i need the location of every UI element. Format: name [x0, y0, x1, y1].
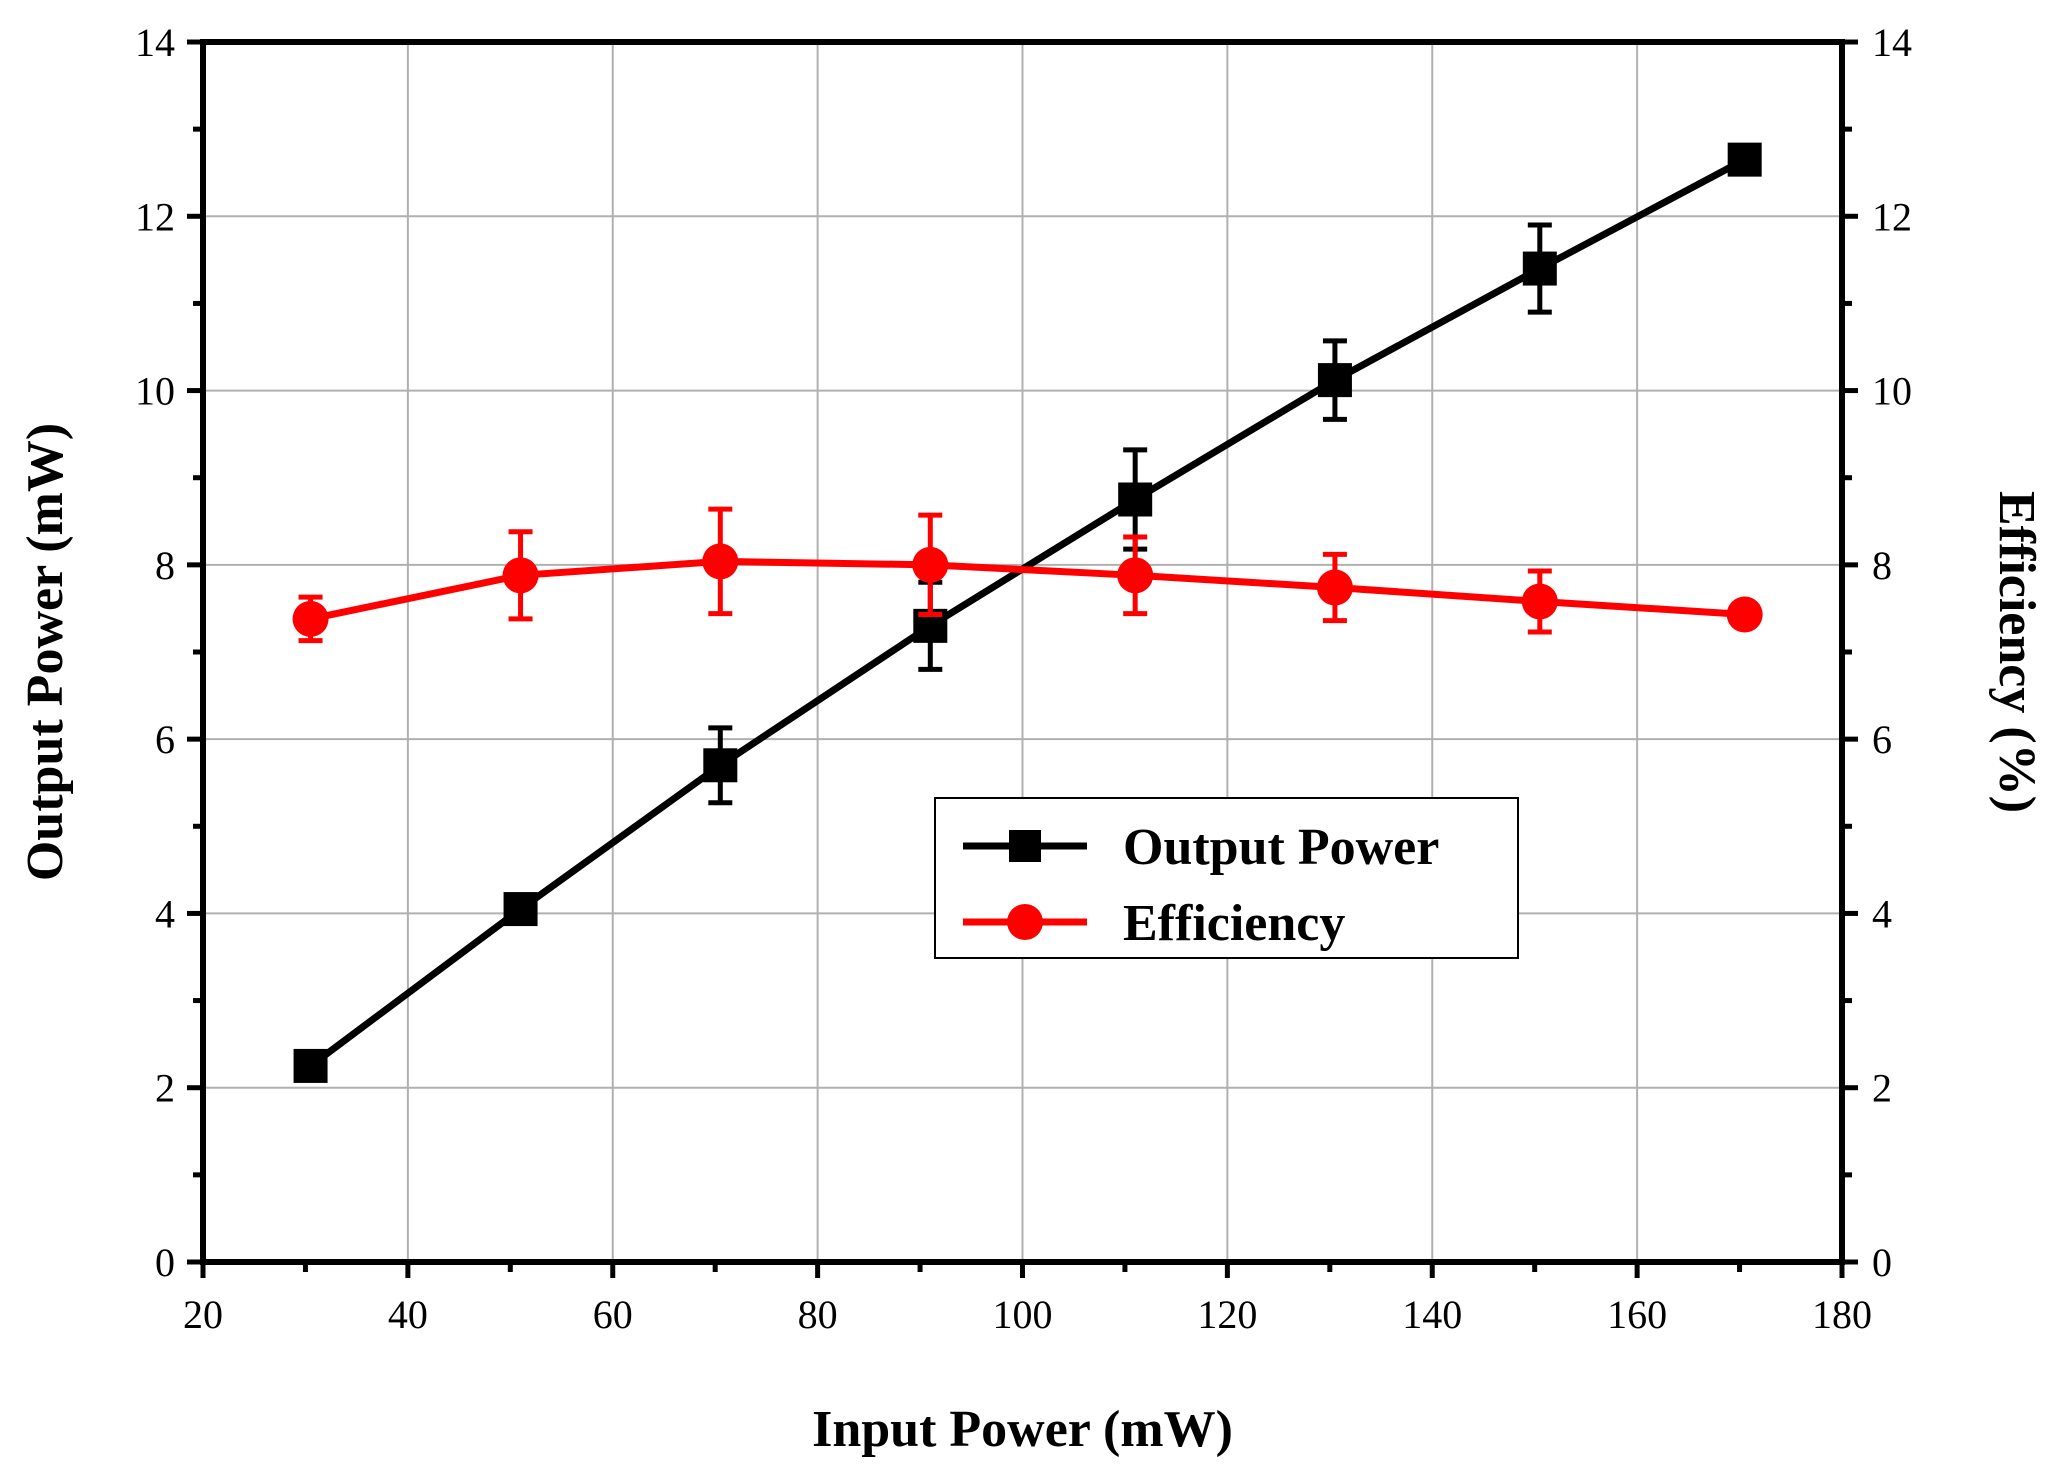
data-point-circle: [292, 600, 329, 637]
x-tick-label: 180: [1812, 1292, 1872, 1337]
series-line-1: [309, 557, 1745, 623]
data-point-square: [1727, 142, 1762, 177]
y2-tick-label: 0: [1872, 1240, 1892, 1285]
y-tick-label: 12: [135, 194, 175, 239]
y2-axis-title: Efficiency (%): [1988, 491, 2045, 813]
data-point-square: [703, 748, 738, 783]
x-axis-title: Input Power (mW): [812, 1401, 1233, 1458]
y2-tick-label: 4: [1872, 891, 1892, 936]
data-point-circle: [912, 546, 949, 583]
data-point-square: [1317, 363, 1352, 398]
data-point-square: [293, 1048, 328, 1083]
data-point-circle: [1726, 596, 1763, 633]
y-axis-title: Output Power (mW): [17, 423, 74, 881]
y-tick-label: 14: [135, 20, 175, 65]
y2-tick-label: 2: [1872, 1066, 1892, 1111]
data-point-circle: [1316, 569, 1353, 606]
y2-tick-label: 8: [1872, 543, 1892, 588]
x-tick-label: 60: [593, 1292, 633, 1337]
legend-marker-output-power: [1009, 830, 1041, 862]
data-point-square: [1522, 251, 1557, 286]
series-layer: [292, 142, 1763, 1083]
data-point-circle: [502, 557, 539, 594]
x-tick-label: 40: [388, 1292, 428, 1337]
legend-label-efficiency: Efficiency: [1123, 895, 1345, 952]
x-tick-label: 140: [1402, 1292, 1462, 1337]
y2-tick-label: 12: [1872, 194, 1912, 239]
y-tick-label: 10: [135, 369, 175, 414]
y2-tick-label: 14: [1872, 20, 1912, 65]
x-tick-label: 160: [1607, 1292, 1667, 1337]
series-line-0: [308, 156, 1747, 1069]
y-tick-label: 2: [155, 1066, 175, 1111]
legend-label-output-power: Output Power: [1123, 819, 1439, 876]
y2-tick-label: 6: [1872, 717, 1892, 762]
x-tick-label: 20: [183, 1292, 223, 1337]
y2-tick-label: 10: [1872, 369, 1912, 414]
legend-marker-efficiency: [1007, 904, 1043, 940]
y-tick-label: 8: [155, 543, 175, 588]
x-tick-label: 100: [993, 1292, 1053, 1337]
data-point-square: [1118, 482, 1153, 517]
grid: [203, 42, 1842, 1262]
y-tick-label: 6: [155, 717, 175, 762]
data-point-circle: [1117, 557, 1154, 594]
x-tick-label: 80: [798, 1292, 838, 1337]
x-tick-label: 120: [1197, 1292, 1257, 1337]
ticks: 20 40 60 80 100 120 140 160 18002468101214024681…: [135, 20, 1912, 1337]
data-point-square: [503, 892, 538, 927]
data-point-circle: [1521, 583, 1558, 620]
y-tick-label: 0: [155, 1240, 175, 1285]
y-tick-label: 4: [155, 891, 175, 936]
legend: Output Power Efficiency: [934, 797, 1519, 959]
data-point-circle: [702, 543, 739, 580]
